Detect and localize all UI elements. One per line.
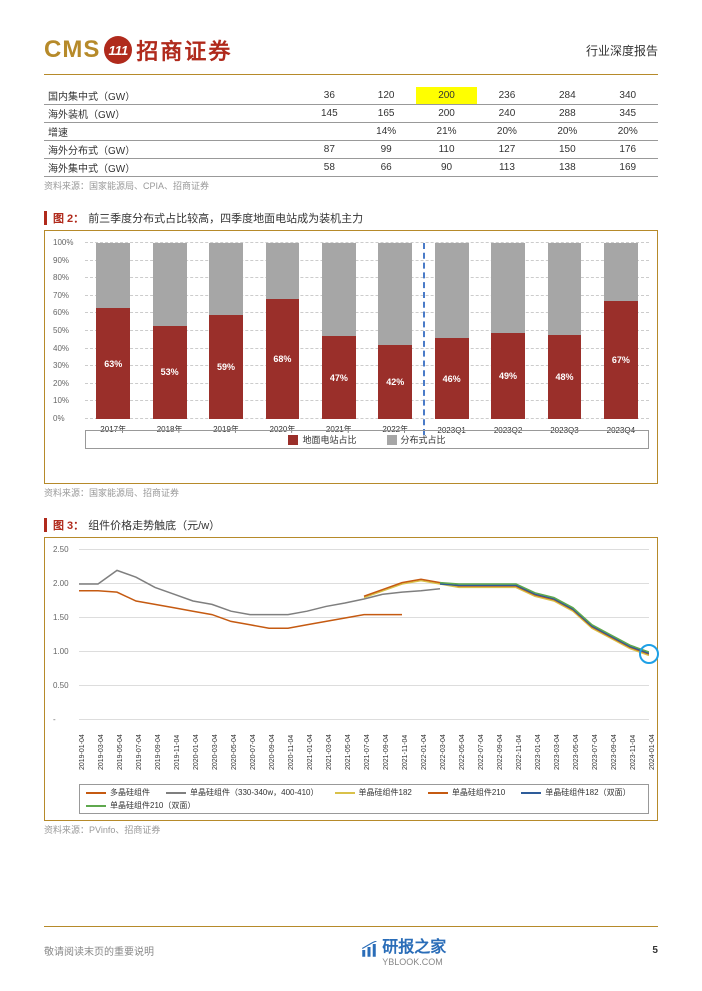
- table-cell: 90: [416, 159, 476, 177]
- table-cell: 200: [416, 87, 476, 105]
- table-cell: 340: [598, 87, 658, 105]
- page-footer: 敬请阅读末页的重要说明 研报之家 YBLOOK.COM 5: [44, 926, 658, 967]
- fig2-bar-icon: [44, 211, 47, 225]
- fig3-source: 资料来源：PVinfo、招商证券: [44, 823, 658, 836]
- fig2-source: 资料来源：国家能源局、招商证券: [44, 486, 658, 499]
- yblook-name: 研报之家: [382, 933, 446, 957]
- fig3-tag: 图 3：: [53, 517, 84, 533]
- table-cell: 110: [416, 141, 476, 159]
- table-cell: 138: [537, 159, 597, 177]
- fig3-title: 组件价格走势触底（元/w）: [88, 517, 220, 533]
- table-cell: 87: [303, 141, 356, 159]
- yblook-url: YBLOOK.COM: [382, 957, 446, 967]
- table-row-label: 增速: [44, 123, 303, 141]
- table-cell: 36: [303, 87, 356, 105]
- table-cell: 66: [356, 159, 416, 177]
- fig3-bar-icon: [44, 518, 47, 532]
- table-cell: [303, 123, 356, 141]
- table-cell: 284: [537, 87, 597, 105]
- table-row-label: 国内集中式（GW）: [44, 87, 303, 105]
- logo-111-badge: 111: [104, 36, 132, 64]
- cms-logo: CMS 111 招商证券: [44, 34, 232, 66]
- table-row-label: 海外装机（GW）: [44, 105, 303, 123]
- table-cell: 165: [356, 105, 416, 123]
- fig3-title-row: 图 3： 组件价格走势触底（元/w）: [44, 517, 658, 533]
- logo-cms-text: CMS: [44, 36, 100, 64]
- logo-cn-text: 招商证券: [136, 34, 232, 66]
- table-cell: 113: [477, 159, 537, 177]
- fig2-chart: 0%10%20%30%40%50%60%70%80%90%100%63%2017…: [44, 230, 658, 484]
- table-cell: 200: [416, 105, 476, 123]
- table-cell: 127: [477, 141, 537, 159]
- fig2-tag: 图 2：: [53, 210, 84, 226]
- table-cell: 21%: [416, 123, 476, 141]
- table-cell: 20%: [537, 123, 597, 141]
- table-cell: 20%: [598, 123, 658, 141]
- page-number: 5: [652, 945, 658, 956]
- table-cell: 20%: [477, 123, 537, 141]
- footer-disclaimer: 敬请阅读末页的重要说明: [44, 943, 154, 958]
- fig3-legend: 多晶硅组件单晶硅组件（330-340w，400-410）单晶硅组件182单晶硅组…: [79, 784, 649, 814]
- table-cell: 288: [537, 105, 597, 123]
- fig2-title-row: 图 2： 前三季度分布式占比较高，四季度地面电站成为装机主力: [44, 210, 658, 226]
- table-cell: 240: [477, 105, 537, 123]
- fig3-chart: -0.501.001.502.002.50 2019-01-042019-03-…: [44, 537, 658, 821]
- fig2-legend: 地面电站占比分布式占比: [85, 430, 649, 449]
- circle-highlight-icon: [639, 644, 659, 664]
- data-table: 国内集中式（GW）36120200236284340 海外装机（GW）145165…: [44, 87, 658, 177]
- chart-icon: [360, 941, 378, 959]
- table-cell: 150: [537, 141, 597, 159]
- table-cell: 14%: [356, 123, 416, 141]
- fig2-title: 前三季度分布式占比较高，四季度地面电站成为装机主力: [88, 210, 363, 226]
- header-rule: [44, 74, 658, 75]
- table-source: 资料来源：国家能源局、CPIA、招商证券: [44, 179, 658, 192]
- table-cell: 169: [598, 159, 658, 177]
- table-cell: 120: [356, 87, 416, 105]
- table-row-label: 海外分布式（GW）: [44, 141, 303, 159]
- yblook-logo: 研报之家 YBLOOK.COM: [360, 933, 446, 967]
- table-cell: 176: [598, 141, 658, 159]
- table-row-label: 海外集中式（GW）: [44, 159, 303, 177]
- table-cell: 145: [303, 105, 356, 123]
- table-cell: 345: [598, 105, 658, 123]
- table-cell: 58: [303, 159, 356, 177]
- report-type: 行业深度报告: [586, 42, 658, 59]
- table-cell: 99: [356, 141, 416, 159]
- table-cell: 236: [477, 87, 537, 105]
- page-header: CMS 111 招商证券 行业深度报告: [44, 34, 658, 66]
